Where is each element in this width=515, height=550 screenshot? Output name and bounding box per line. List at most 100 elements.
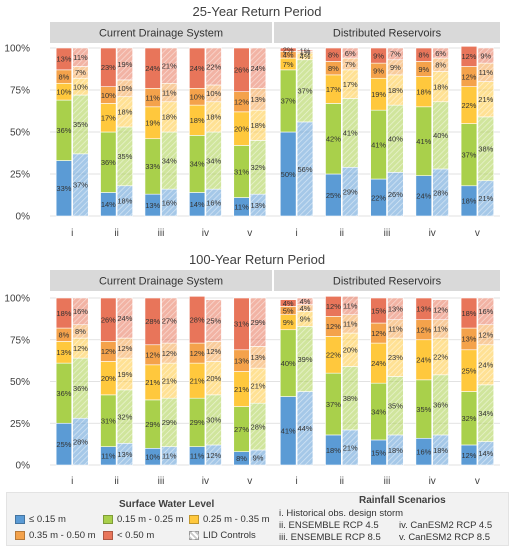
data-label: 28% [433,188,448,197]
data-label: 13% [56,55,71,64]
data-label: 13% [251,353,266,362]
facet-label: Current Drainage System [99,28,223,40]
data-label: 10% [101,91,116,100]
data-label: 35% [388,402,403,411]
data-label: 12% [162,349,177,358]
scenario-v: v. CanESM2 RCP 8.5 [399,532,490,543]
lid-hatch [432,319,449,339]
data-label: 12% [101,347,116,356]
data-label: 11% [343,301,358,310]
data-label: 26% [388,190,403,199]
data-label: 14% [478,449,493,458]
data-label: 31% [234,167,249,176]
data-label: 56% [298,165,313,174]
data-label: 32% [117,412,132,421]
x-tick-label: iii [158,476,165,487]
legend-item-level-5: < 0.50 m [103,530,154,541]
lid-hatch [161,446,178,465]
data-label: 37% [73,181,88,190]
data-label: 18% [206,113,221,122]
data-label: 14% [101,200,116,209]
x-tick-label: ii [114,476,118,487]
lid-hatch [250,48,266,89]
data-label: 41% [416,137,431,146]
data-label: 18% [416,87,431,96]
x-tick-label: ii [340,476,344,487]
data-label: 36% [73,384,88,393]
lid-hatch [297,304,313,312]
data-label: 28% [190,316,205,325]
data-label: 9% [253,453,264,462]
data-label: 13% [416,305,431,314]
data-label: 12% [461,451,476,460]
data-label: 26% [234,66,249,75]
data-label: 22% [326,351,341,360]
lid-hatch [342,98,359,168]
data-label: 40% [281,359,296,368]
lid-hatch [432,299,449,320]
data-label: 14% [190,200,205,209]
legend-item-lid-controls: LID Controls [189,530,256,541]
lid-hatch [297,121,313,216]
lid-hatch [297,53,313,60]
lid-hatch [205,189,222,216]
data-label: 16% [73,307,88,316]
x-tick-label: iii [384,476,391,487]
data-label: 24% [251,64,266,73]
data-label: 19% [117,60,132,69]
lid-hatch [250,194,266,216]
lid-hatch [342,48,359,59]
lid-hatch [387,172,404,216]
data-label: 18% [461,309,476,318]
lid-hatch [432,71,449,102]
lid-hatch [387,376,404,435]
facet-strip [274,22,500,43]
data-label: 12% [478,331,493,340]
y-tick-label: 75% [10,335,30,346]
data-label: 12% [461,52,476,61]
lid-hatch [117,338,133,359]
data-label: 25% [461,366,476,375]
data-label: 13% [145,201,160,210]
data-label: 9% [373,66,384,75]
data-label: 12% [145,351,160,360]
lid-hatch [161,343,178,364]
data-label: 12% [73,344,88,353]
lid-hatch [205,361,222,395]
lid-hatch [205,84,222,102]
data-label: 41% [371,140,386,149]
lid-hatch [250,110,266,141]
legend-surface-title: Surface Water Level [119,499,215,510]
data-label: 22% [371,193,386,202]
data-label: 13% [251,201,266,210]
lid-hatch [477,384,494,442]
lid-hatch [250,346,266,369]
data-label: 24% [117,314,132,323]
bar-segment [233,47,250,92]
data-label: 24% [371,359,386,368]
lid-hatch [297,298,313,305]
data-label: 4% [283,299,294,308]
bar-segment [189,296,206,344]
data-label: 23% [388,353,403,362]
data-label: 9% [390,63,401,72]
data-label: 5% [283,306,294,315]
lid-hatch [250,368,266,404]
data-label: 21% [234,385,249,394]
data-label: 32% [251,163,266,172]
lid-hatch [117,48,133,80]
data-label: 1% [300,46,311,55]
legend-rainfall-title: Rainfall Scenarios [359,495,446,506]
data-label: 12% [416,326,431,335]
lid-hatch [72,298,89,325]
data-label: 18% [190,116,205,125]
x-tick-label: v [475,476,480,487]
y-tick-label: 50% [10,377,30,388]
data-label: 35% [73,120,88,129]
scenario-ii: ii. ENSEMBLE RCP 4.5 [279,520,379,531]
data-label: 4% [300,52,311,61]
lid-hatch [72,78,89,96]
lid-hatch [477,116,494,181]
lid-hatch [72,358,89,419]
data-label: 35% [416,405,431,414]
